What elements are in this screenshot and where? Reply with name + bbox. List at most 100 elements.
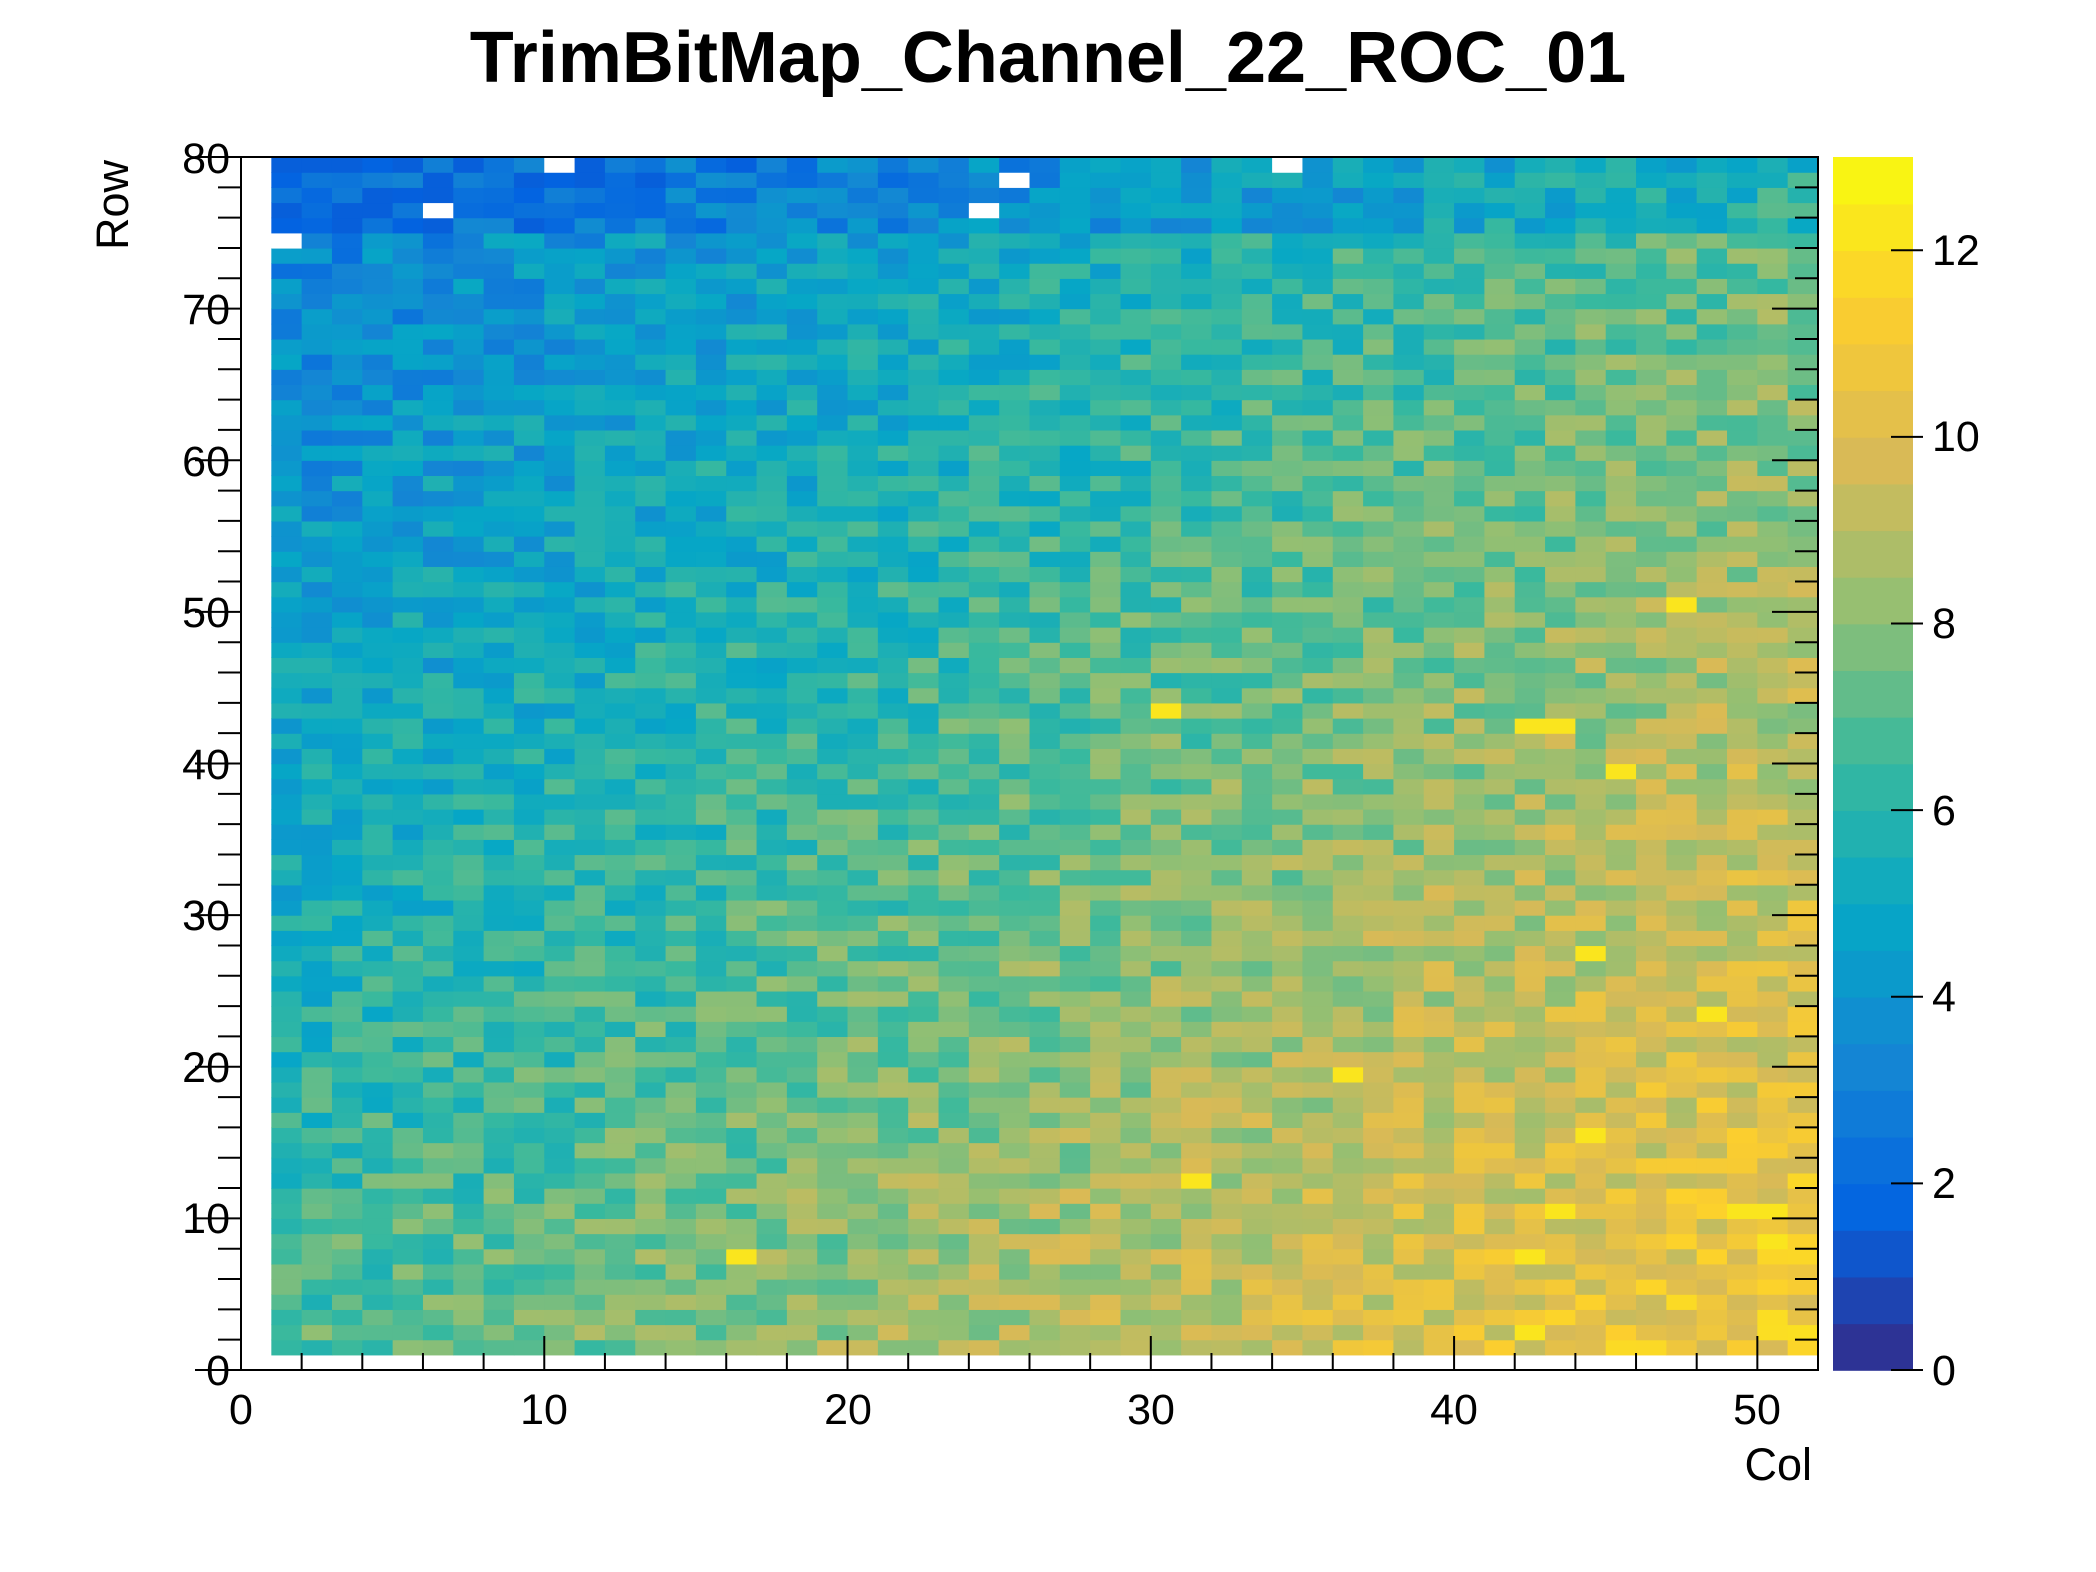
heatmap-cell (574, 930, 606, 947)
heatmap-cell (908, 399, 940, 416)
heatmap-cell (271, 338, 303, 355)
heatmap-cell (1787, 627, 1819, 643)
heatmap-cell (938, 1309, 970, 1326)
heatmap-cell (483, 1006, 515, 1022)
heatmap-cell (513, 793, 545, 810)
heatmap-cell (1454, 808, 1486, 825)
heatmap-cell (271, 1218, 303, 1235)
heatmap-cell (1302, 1294, 1334, 1310)
heatmap-cell (1423, 1157, 1455, 1174)
heatmap-cell (1605, 975, 1637, 992)
heatmap-cell (847, 505, 879, 522)
heatmap-cell (1423, 611, 1455, 628)
heatmap-cell (574, 172, 606, 188)
heatmap-cell (362, 1112, 394, 1128)
heatmap-cell (574, 1066, 606, 1083)
heatmap-cell (877, 1066, 909, 1083)
heatmap-cell (1423, 930, 1455, 947)
heatmap-cell (968, 642, 1000, 658)
heatmap-cell (1727, 1203, 1758, 1219)
heatmap-cell (1696, 460, 1728, 477)
heatmap-cell (726, 1036, 758, 1053)
heatmap-cell (1636, 1339, 1667, 1356)
heatmap-cell (422, 1218, 454, 1235)
heatmap-cell (786, 263, 818, 279)
heatmap-cell (1211, 384, 1243, 401)
heatmap-cell (1666, 1051, 1698, 1068)
heatmap-cell (908, 945, 940, 962)
heatmap-cell (1241, 1157, 1273, 1174)
heatmap-cell (1605, 611, 1637, 628)
heatmap-cell (1636, 824, 1667, 840)
heatmap-cell (1575, 338, 1607, 355)
heatmap-cell (695, 718, 727, 734)
heatmap-cell (1029, 566, 1061, 583)
heatmap-cell (1787, 1036, 1819, 1053)
heatmap-cell (513, 733, 545, 749)
heatmap-cell (1272, 884, 1304, 901)
heatmap-cell (1787, 445, 1819, 461)
heatmap-cell (362, 808, 394, 825)
heatmap-cell (604, 1324, 636, 1341)
heatmap-cell (817, 429, 849, 446)
heatmap-cell (422, 1263, 454, 1280)
heatmap-cell (1181, 505, 1213, 522)
heatmap-cell (1545, 824, 1576, 840)
heatmap-cell (1393, 702, 1425, 719)
heatmap-cell (1484, 1021, 1516, 1038)
heatmap-cell (1363, 490, 1395, 507)
heatmap-cell (1059, 414, 1091, 431)
heatmap-cell (1454, 778, 1486, 795)
heatmap-cell (604, 642, 636, 658)
heatmap-cell (392, 384, 424, 401)
heatmap-cell (999, 172, 1031, 188)
heatmap-cell (1120, 672, 1152, 689)
heatmap-cell (1454, 869, 1486, 886)
heatmap-cell (1363, 915, 1395, 931)
heatmap-cell (1423, 202, 1455, 219)
heatmap-cell (635, 293, 667, 310)
heatmap-cell (1454, 1263, 1486, 1280)
heatmap-cell (938, 232, 970, 249)
color-scale-segment (1833, 250, 1913, 298)
heatmap-cell (1605, 1051, 1637, 1068)
heatmap-cell (1029, 778, 1061, 795)
heatmap-cell (453, 1021, 485, 1038)
heatmap-cell (1393, 778, 1425, 795)
heatmap-cell (908, 1263, 940, 1280)
heatmap-cell (726, 157, 758, 173)
heatmap-cell (1575, 247, 1607, 264)
heatmap-cell (1302, 323, 1334, 340)
heatmap-cell (331, 1203, 363, 1219)
heatmap-cell (483, 611, 515, 628)
heatmap-cell (1211, 369, 1243, 386)
heatmap-cell (1757, 1248, 1789, 1265)
heatmap-cell (1272, 824, 1304, 840)
heatmap-cell (1423, 429, 1455, 446)
heatmap-cell (1666, 854, 1698, 871)
heatmap-cell (331, 460, 363, 477)
heatmap-cell (1393, 323, 1425, 340)
heatmap-cell (1059, 490, 1091, 507)
heatmap-cell (938, 202, 970, 219)
heatmap-cell (1120, 399, 1152, 416)
heatmap-cell (1575, 642, 1607, 658)
heatmap-cell (1181, 202, 1213, 219)
color-scale-segment (1833, 1230, 1913, 1278)
heatmap-cell (1514, 824, 1546, 840)
heatmap-cell (544, 263, 576, 279)
heatmap-cell (877, 263, 909, 279)
heatmap-cell (1484, 536, 1516, 552)
heatmap-cell (1696, 308, 1728, 325)
heatmap-cell (1454, 520, 1486, 537)
heatmap-cell (1211, 1006, 1243, 1022)
heatmap-cell (422, 1097, 454, 1113)
heatmap-cell (1484, 748, 1516, 765)
heatmap-cell (331, 429, 363, 446)
heatmap-cell (1090, 702, 1122, 719)
heatmap-cell (1363, 1112, 1395, 1128)
heatmap-cell (544, 308, 576, 325)
heatmap-cell (1787, 657, 1819, 674)
heatmap-cell (1150, 718, 1182, 734)
heatmap-cell (1272, 627, 1304, 643)
